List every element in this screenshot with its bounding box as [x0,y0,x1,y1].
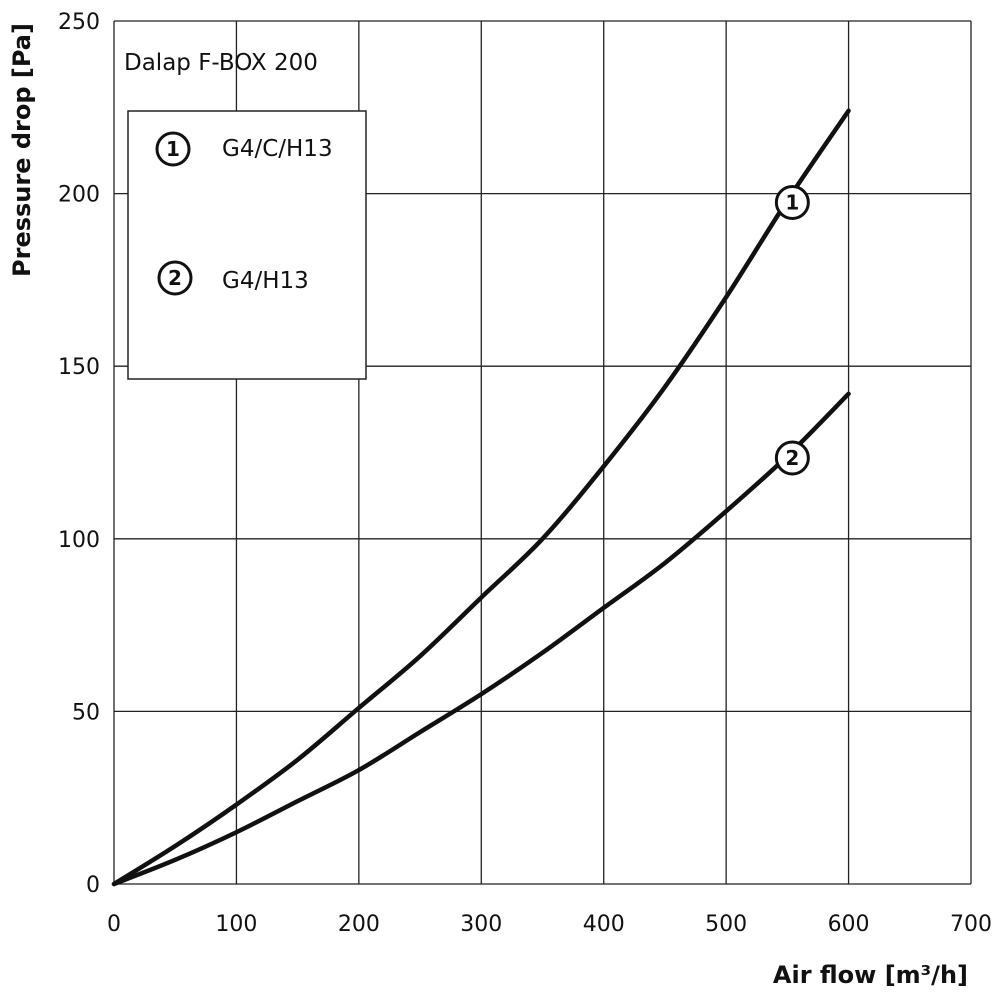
x-tick-label: 600 [828,912,870,937]
x-tick-label: 300 [460,912,502,937]
legend-marker-2 [157,260,193,296]
curve-label-1-circle [774,185,810,221]
tick-labels: 0 100 200 300 400 500 600 700 0 50 100 150 200 250 [58,10,992,937]
chart-title: Dalap F-BOX 200 [124,50,318,76]
x-tick-label: 100 [215,912,257,937]
curve-label-2: 2 [785,446,799,470]
y-axis-title: Pressure drop [Pa] [8,23,36,277]
x-tick-label: 500 [705,912,747,937]
x-tick-label: 200 [338,912,380,937]
x-tick-label: 400 [583,912,625,937]
legend-marker-1 [155,131,191,167]
curve-label-2-circle [774,440,810,476]
series-line-1 [111,108,851,887]
legend-marker-2-text: 2 [168,266,182,290]
x-tick-label: 700 [950,912,992,937]
y-tick-label: 250 [58,10,100,35]
curves [111,108,851,887]
curve-labels: 12 [774,185,810,476]
x-tick-label: 0 [107,912,121,937]
y-tick-label: 200 [58,183,100,208]
legend-label-1: G4/C/H13 [222,136,333,162]
legend: 1 G4/C/H13 2 G4/H13 [127,110,367,380]
y-tick-label: 0 [86,873,100,898]
legend-marker-1-text: 1 [166,137,180,161]
legend-entry-2: 2 G4/H13 [157,260,309,296]
legend-entry-1: 1 G4/C/H13 [155,131,333,167]
y-tick-label: 100 [58,528,100,553]
x-axis-title: Air flow [m³/h] [773,961,968,989]
legend-label-2: G4/H13 [222,268,309,294]
series-line-2 [111,391,851,887]
y-tick-label: 150 [58,355,100,380]
y-tick-label: 50 [72,700,100,725]
curve-label-1: 1 [785,191,799,215]
